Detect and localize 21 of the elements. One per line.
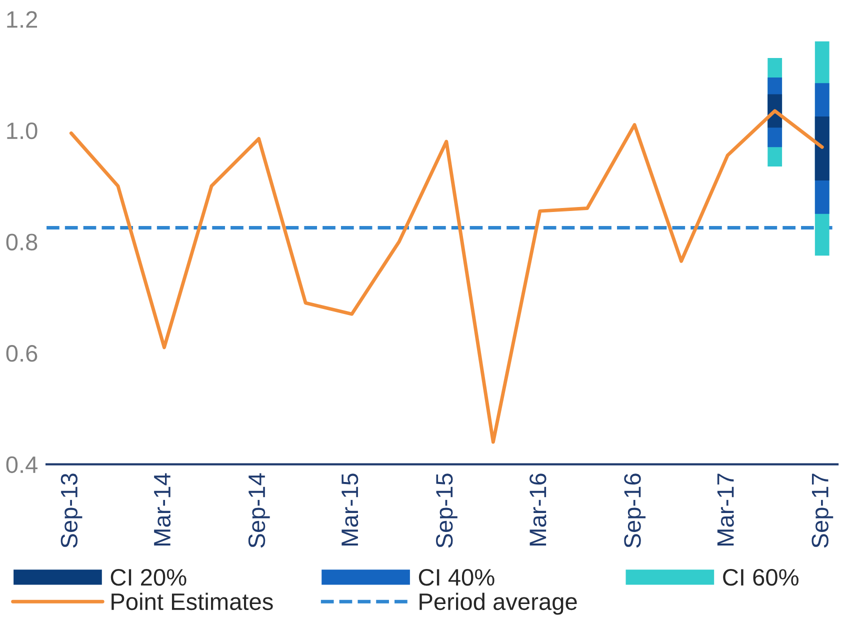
legend-label: CI 20% <box>110 568 186 586</box>
x-tick-label: Sep-13 <box>60 474 82 548</box>
x-tick-label: Sep-14 <box>248 473 270 548</box>
y-tick-label: 0.6 <box>6 345 38 362</box>
legend-label: CI 40% <box>418 568 494 586</box>
x-tick-label: Mar-16 <box>530 474 546 546</box>
legend-label: Point Estimates <box>112 592 273 610</box>
y-tick-label: 1.0 <box>7 122 38 140</box>
legend-label: Period average <box>420 592 577 615</box>
y-tick-label: 1.2 <box>7 11 38 28</box>
x-tick-label: Mar-15 <box>342 474 358 546</box>
x-tick-label: Sep-15 <box>436 474 458 548</box>
x-tick-label: Sep-17 <box>812 474 834 548</box>
x-tick-label: Sep-16 <box>624 474 646 548</box>
y-tick-label: 0.4 <box>6 456 38 474</box>
y-tick-label: 0.8 <box>6 234 38 250</box>
x-tick-label: Mar-14 <box>154 473 171 546</box>
line-series <box>69 109 824 444</box>
x-tick-label: Mar-17 <box>717 474 734 546</box>
legend-label: CI 60% <box>723 568 798 586</box>
bar <box>814 116 830 180</box>
